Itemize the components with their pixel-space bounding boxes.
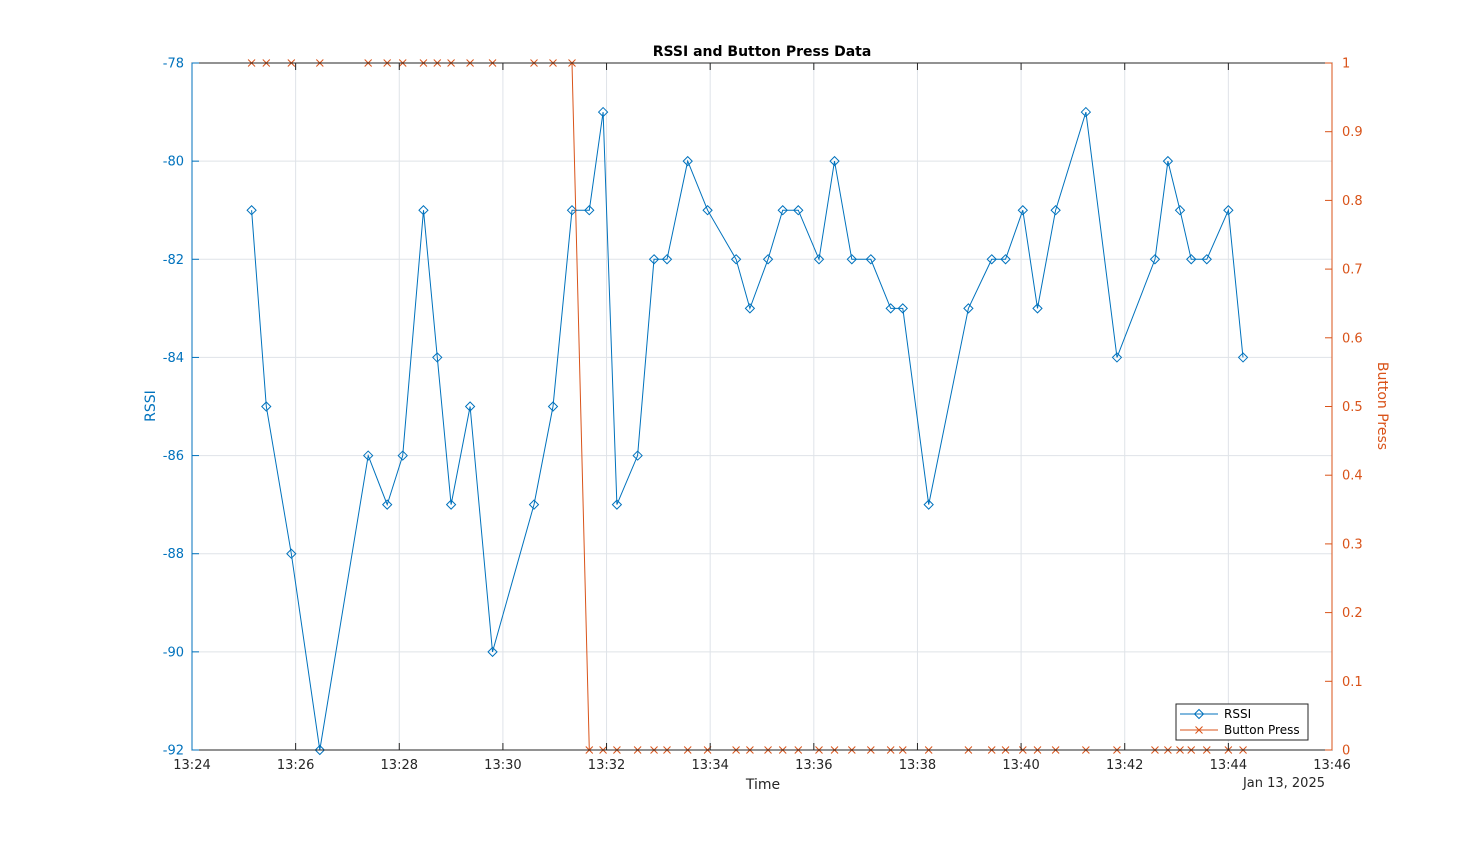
chart-title: RSSI and Button Press Data [653,44,872,60]
rssi-point [632,450,643,461]
x-tick-label: 13:32 [588,758,625,773]
rssi-point [1174,205,1186,216]
legend: RSSI Button Press [1175,703,1309,741]
rssi-point [730,254,742,265]
rssi-point [1162,155,1174,167]
rssi-point [611,499,623,510]
date-label: Jan 13, 2025 [1242,776,1325,791]
grid-lines [192,63,1332,750]
x-tick-label: 13:40 [1002,758,1039,773]
rssi-point [1032,303,1043,314]
plot-area [192,63,1332,750]
rssi-point [1223,205,1234,216]
rssi-point [793,205,804,216]
right-tick-label: 0.5 [1342,400,1363,415]
rssi-point [1111,352,1123,363]
rssi-point [702,205,713,216]
rssi-point [1149,254,1161,265]
rssi-point [445,499,457,510]
right-tick-label: 0.2 [1342,606,1363,621]
rssi-point [1186,254,1197,265]
rssi-point [744,303,756,314]
legend-box [1175,703,1309,741]
rssi-point [528,499,540,510]
rssi-point [1201,254,1212,265]
rssi-point [432,352,443,363]
x-tick-label: 13:34 [691,758,728,773]
x-tick-label: 13:26 [277,758,314,773]
rssi-point [1237,352,1249,363]
legend-button-marker [1195,726,1203,734]
rssi-line [251,111,1244,751]
legend-rssi-marker [1193,708,1205,720]
x-tick-label: 13:36 [795,758,832,773]
axes: 13:24 13:26 13:28 13:30 13:32 13:34 13:36 13:38… [163,57,1363,774]
left-tick-label: -86 [163,449,184,464]
rssi-point [829,155,840,167]
right-axis-label: Button Press [1374,362,1390,450]
rssi-point [487,646,498,658]
right-tick-label: 0.8 [1342,194,1363,209]
rssi-point [418,205,429,216]
right-tick-label: 0.1 [1342,675,1363,690]
x-tick-label: 13:38 [899,758,936,773]
rssi-point [584,205,595,216]
rssi-point [286,548,297,559]
rssi-point [597,106,609,118]
left-tick-label: -88 [163,547,184,562]
rssi-point [963,303,974,314]
rssi-point [1050,205,1061,216]
right-tick-label: 0 [1342,744,1350,759]
x-tick-label: 13:24 [173,758,210,773]
rssi-point [362,450,374,461]
right-tick-label: 0.3 [1342,537,1363,552]
rssi-point [314,744,326,756]
rssi-point [261,401,272,412]
rssi-point [762,254,774,265]
rssi-point [464,401,476,412]
rssi-point [648,254,660,265]
right-tick-label: 1 [1342,57,1350,72]
right-tick-label: 0.7 [1342,263,1363,278]
legend-rssi-label: RSSI [1224,707,1251,721]
rssi-point [846,254,858,265]
rssi-point [1017,205,1029,216]
rssi-point [885,303,896,314]
rssi-point [897,303,908,314]
x-tick-label: 13:28 [381,758,418,773]
left-tick-label: -84 [163,351,184,366]
rssi-point [777,205,788,216]
left-axis-label: RSSI [143,390,159,422]
rssi-point [923,499,934,510]
left-tick-label: -92 [163,744,184,759]
right-tick-label: 0.9 [1342,125,1363,140]
right-tick-label: 0.6 [1342,331,1363,346]
rssi-point [661,254,673,265]
x-tick-label: 13:46 [1313,758,1350,773]
x-tick-label: 13:42 [1106,758,1143,773]
x-tick-label: 13:44 [1210,758,1247,773]
x-axis-label: Time [745,777,780,793]
right-tick-label: 0.4 [1342,469,1363,484]
rssi-point [566,205,578,216]
legend-button-label: Button Press [1224,723,1300,737]
left-tick-label: -78 [163,57,184,72]
rssi-point [1000,254,1011,265]
rssi-point [381,499,393,510]
rssi-point [246,205,257,216]
x-tick-label: 13:30 [484,758,521,773]
left-tick-label: -82 [163,253,184,268]
left-tick-label: -90 [163,645,184,660]
rssi-point [865,254,877,265]
rssi-point [813,254,825,265]
rssi-point [986,254,997,265]
rssi-point [682,155,693,167]
left-tick-label: -80 [163,155,184,170]
rssi-point [547,401,559,412]
rssi-point [1080,106,1092,118]
rssi-point [397,450,408,461]
